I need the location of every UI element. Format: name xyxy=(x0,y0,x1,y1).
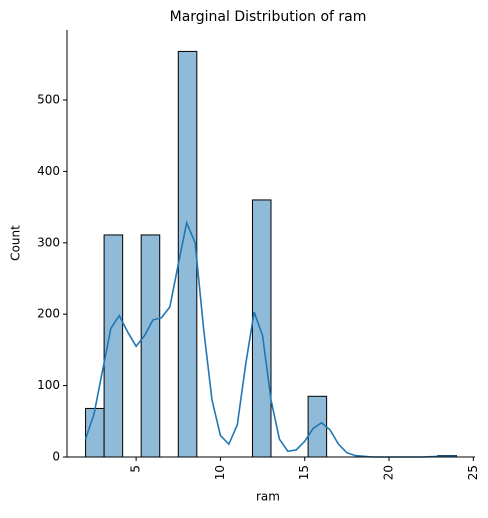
bar xyxy=(140,234,161,458)
y-tick-label: 400 xyxy=(37,164,60,178)
y-tick-label: 300 xyxy=(37,235,60,249)
chart-title: Marginal Distribution of ram xyxy=(170,9,367,25)
y-axis-label: Count xyxy=(9,225,23,261)
y-tick-label: 0 xyxy=(52,450,60,464)
x-tick-label: 20 xyxy=(382,465,396,480)
kde-line xyxy=(84,220,457,458)
y-tick-label: 200 xyxy=(37,307,60,321)
y-tick-label: 500 xyxy=(37,92,60,106)
y-tick-label: 100 xyxy=(37,378,60,392)
bar xyxy=(251,199,272,458)
x-tick-label: 25 xyxy=(466,465,480,480)
bar xyxy=(307,395,328,458)
x-tick-label: 15 xyxy=(297,465,311,480)
x-tick-label: 5 xyxy=(129,465,143,473)
x-tick-label: 10 xyxy=(213,465,227,480)
x-axis-label: ram xyxy=(256,490,280,504)
